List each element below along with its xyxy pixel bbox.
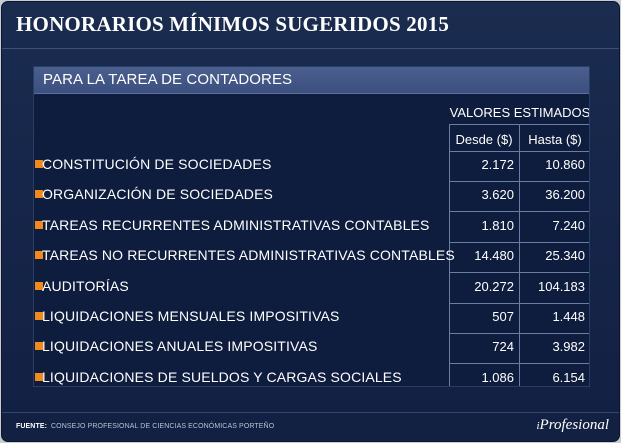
- row-label: LIQUIDACIONES MENSUALES IMPOSITIVAS: [42, 308, 340, 324]
- grid-line: [519, 124, 520, 386]
- panel-header: PARA LA TAREA DE CONTADORES: [34, 67, 589, 94]
- panel-title: PARA LA TAREA DE CONTADORES: [43, 71, 293, 88]
- column-header-desde: Desde ($): [455, 132, 513, 147]
- row-label: LIQUIDACIONES ANUALES IMPOSITIVAS: [42, 338, 318, 354]
- grid-line: [449, 303, 589, 304]
- orange-square-bullet-icon: [35, 190, 43, 198]
- source-label: FUENTE:: [16, 423, 48, 430]
- row-value-desde: 724: [492, 339, 514, 354]
- page-title: HONORARIOS MÍNIMOS SUGERIDOS 2015: [16, 12, 450, 36]
- values-label: VALORES ESTIMADOS: [449, 105, 590, 120]
- row-value-desde: 1.810: [481, 218, 514, 233]
- source-note: FUENTE: CONSEJO PROFESIONAL DE CIENCIAS E…: [16, 423, 274, 430]
- source-text: CONSEJO PROFESIONAL DE CIENCIAS ECONÓMIC…: [51, 423, 275, 430]
- grid-line: [449, 242, 589, 243]
- table-row: TAREAS RECURRENTES ADMINISTRATIVAS CONTA…: [34, 212, 589, 243]
- row-value-desde: 20.272: [474, 279, 514, 294]
- grid-line: [449, 333, 589, 334]
- row-label: TAREAS RECURRENTES ADMINISTRATIVAS CONTA…: [42, 217, 430, 233]
- orange-square-bullet-icon: [35, 282, 43, 290]
- grid-line: [449, 124, 450, 386]
- row-label: AUDITORÍAS: [42, 278, 129, 294]
- grid-line: [449, 272, 589, 273]
- fees-table-panel: PARA LA TAREA DE CONTADORES VALORES ESTI…: [33, 66, 590, 387]
- table-row: LIQUIDACIONES ANUALES IMPOSITIVAS 724 3.98…: [34, 333, 589, 364]
- row-value-hasta: 10.860: [545, 157, 585, 172]
- brand-prefix: i: [536, 420, 540, 432]
- orange-square-bullet-icon: [35, 221, 43, 229]
- row-value-hasta: 6.154: [552, 370, 585, 385]
- row-value-hasta: 3.982: [552, 339, 585, 354]
- footer-divider: [2, 412, 619, 413]
- table-row: ORGANIZACIÓN DE SOCIEDADES 3.620 36.200: [34, 181, 589, 212]
- row-value-desde: 14.480: [474, 248, 514, 263]
- row-value-hasta: 36.200: [545, 187, 585, 202]
- row-label: CONSTITUCIÓN DE SOCIEDADES: [42, 156, 272, 172]
- row-value-desde: 3.620: [481, 187, 514, 202]
- row-label: TAREAS NO RECURRENTES ADMINISTRATIVAS CO…: [42, 247, 455, 263]
- row-label: LIQUIDACIONES DE SUELDOS Y CARGAS SOCIAL…: [42, 369, 402, 385]
- row-value-hasta: 104.183: [538, 279, 585, 294]
- row-value-hasta: 1.448: [552, 309, 585, 324]
- orange-square-bullet-icon: [35, 251, 43, 259]
- grid-line: [449, 363, 589, 364]
- row-value-hasta: 25.340: [545, 248, 585, 263]
- column-header-hasta: Hasta ($): [528, 132, 582, 147]
- table-row: TAREAS NO RECURRENTES ADMINISTRATIVAS CO…: [34, 242, 589, 273]
- row-value-desde: 2.172: [481, 157, 514, 172]
- orange-square-bullet-icon: [35, 312, 43, 320]
- brand-logo: iProfesional: [536, 417, 609, 434]
- row-value-desde: 507: [492, 309, 514, 324]
- table-row: CONSTITUCIÓN DE SOCIEDADES 2.172 10.860: [34, 151, 589, 182]
- table-row: AUDITORÍAS 20.272 104.183: [34, 273, 589, 304]
- brand-name: Profesional: [539, 417, 609, 433]
- table-row: LIQUIDACIONES DE SUELDOS Y CARGAS SOCIAL…: [34, 364, 589, 386]
- row-value-desde: 1.086: [481, 370, 514, 385]
- grid-line: [449, 181, 589, 182]
- orange-square-bullet-icon: [35, 160, 43, 168]
- row-label: ORGANIZACIÓN DE SOCIEDADES: [42, 186, 274, 202]
- row-value-hasta: 7.240: [552, 218, 585, 233]
- grid-line: [449, 211, 589, 212]
- title-divider: [2, 48, 619, 49]
- orange-square-bullet-icon: [35, 373, 43, 381]
- table-row: LIQUIDACIONES MENSUALES IMPOSITIVAS 507 1.…: [34, 303, 589, 334]
- orange-square-bullet-icon: [35, 342, 43, 350]
